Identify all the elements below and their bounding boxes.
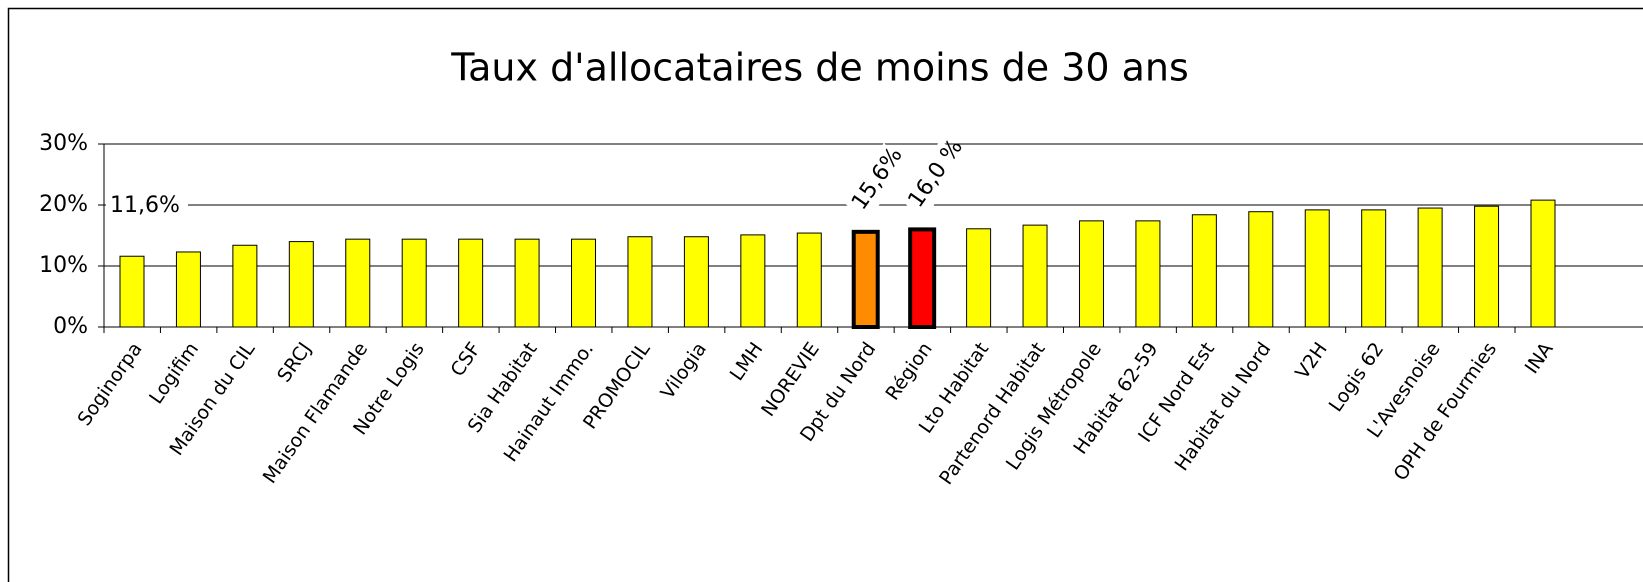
bar: [851, 229, 880, 329]
bar: [683, 236, 709, 328]
bar: [1022, 224, 1048, 328]
bar: [232, 244, 258, 328]
bar: [175, 251, 201, 328]
bar: [1417, 207, 1443, 328]
bar: [1191, 214, 1217, 328]
bar: [1248, 211, 1274, 328]
y-tick-label: 0%: [53, 314, 88, 339]
bar: [571, 238, 597, 328]
bar: [908, 227, 937, 329]
y-tick-label: 20%: [39, 192, 88, 217]
bar: [119, 255, 145, 328]
bar: [1530, 199, 1556, 328]
bar: [796, 232, 822, 328]
chart-title: Taux d'allocataires de moins de 30 ans: [450, 46, 1189, 90]
bar: [288, 241, 314, 328]
bar: [1361, 209, 1387, 328]
bar: [966, 228, 992, 328]
bar: [1474, 205, 1500, 328]
data-label: 11,6%: [110, 193, 180, 218]
bar: [1304, 209, 1330, 328]
bar: [1078, 220, 1104, 328]
bar: [401, 238, 427, 328]
data-label-bg: [106, 188, 188, 225]
bar: [1135, 220, 1161, 328]
bar: [514, 238, 540, 328]
bar: [458, 238, 484, 328]
data-label-bg: [898, 140, 967, 218]
bar: [345, 238, 371, 328]
bar: [740, 234, 766, 328]
y-tick-label: 10%: [39, 253, 88, 278]
y-tick-label: 30%: [39, 131, 88, 156]
data-label-bg: [842, 142, 910, 221]
bar: [627, 236, 653, 328]
